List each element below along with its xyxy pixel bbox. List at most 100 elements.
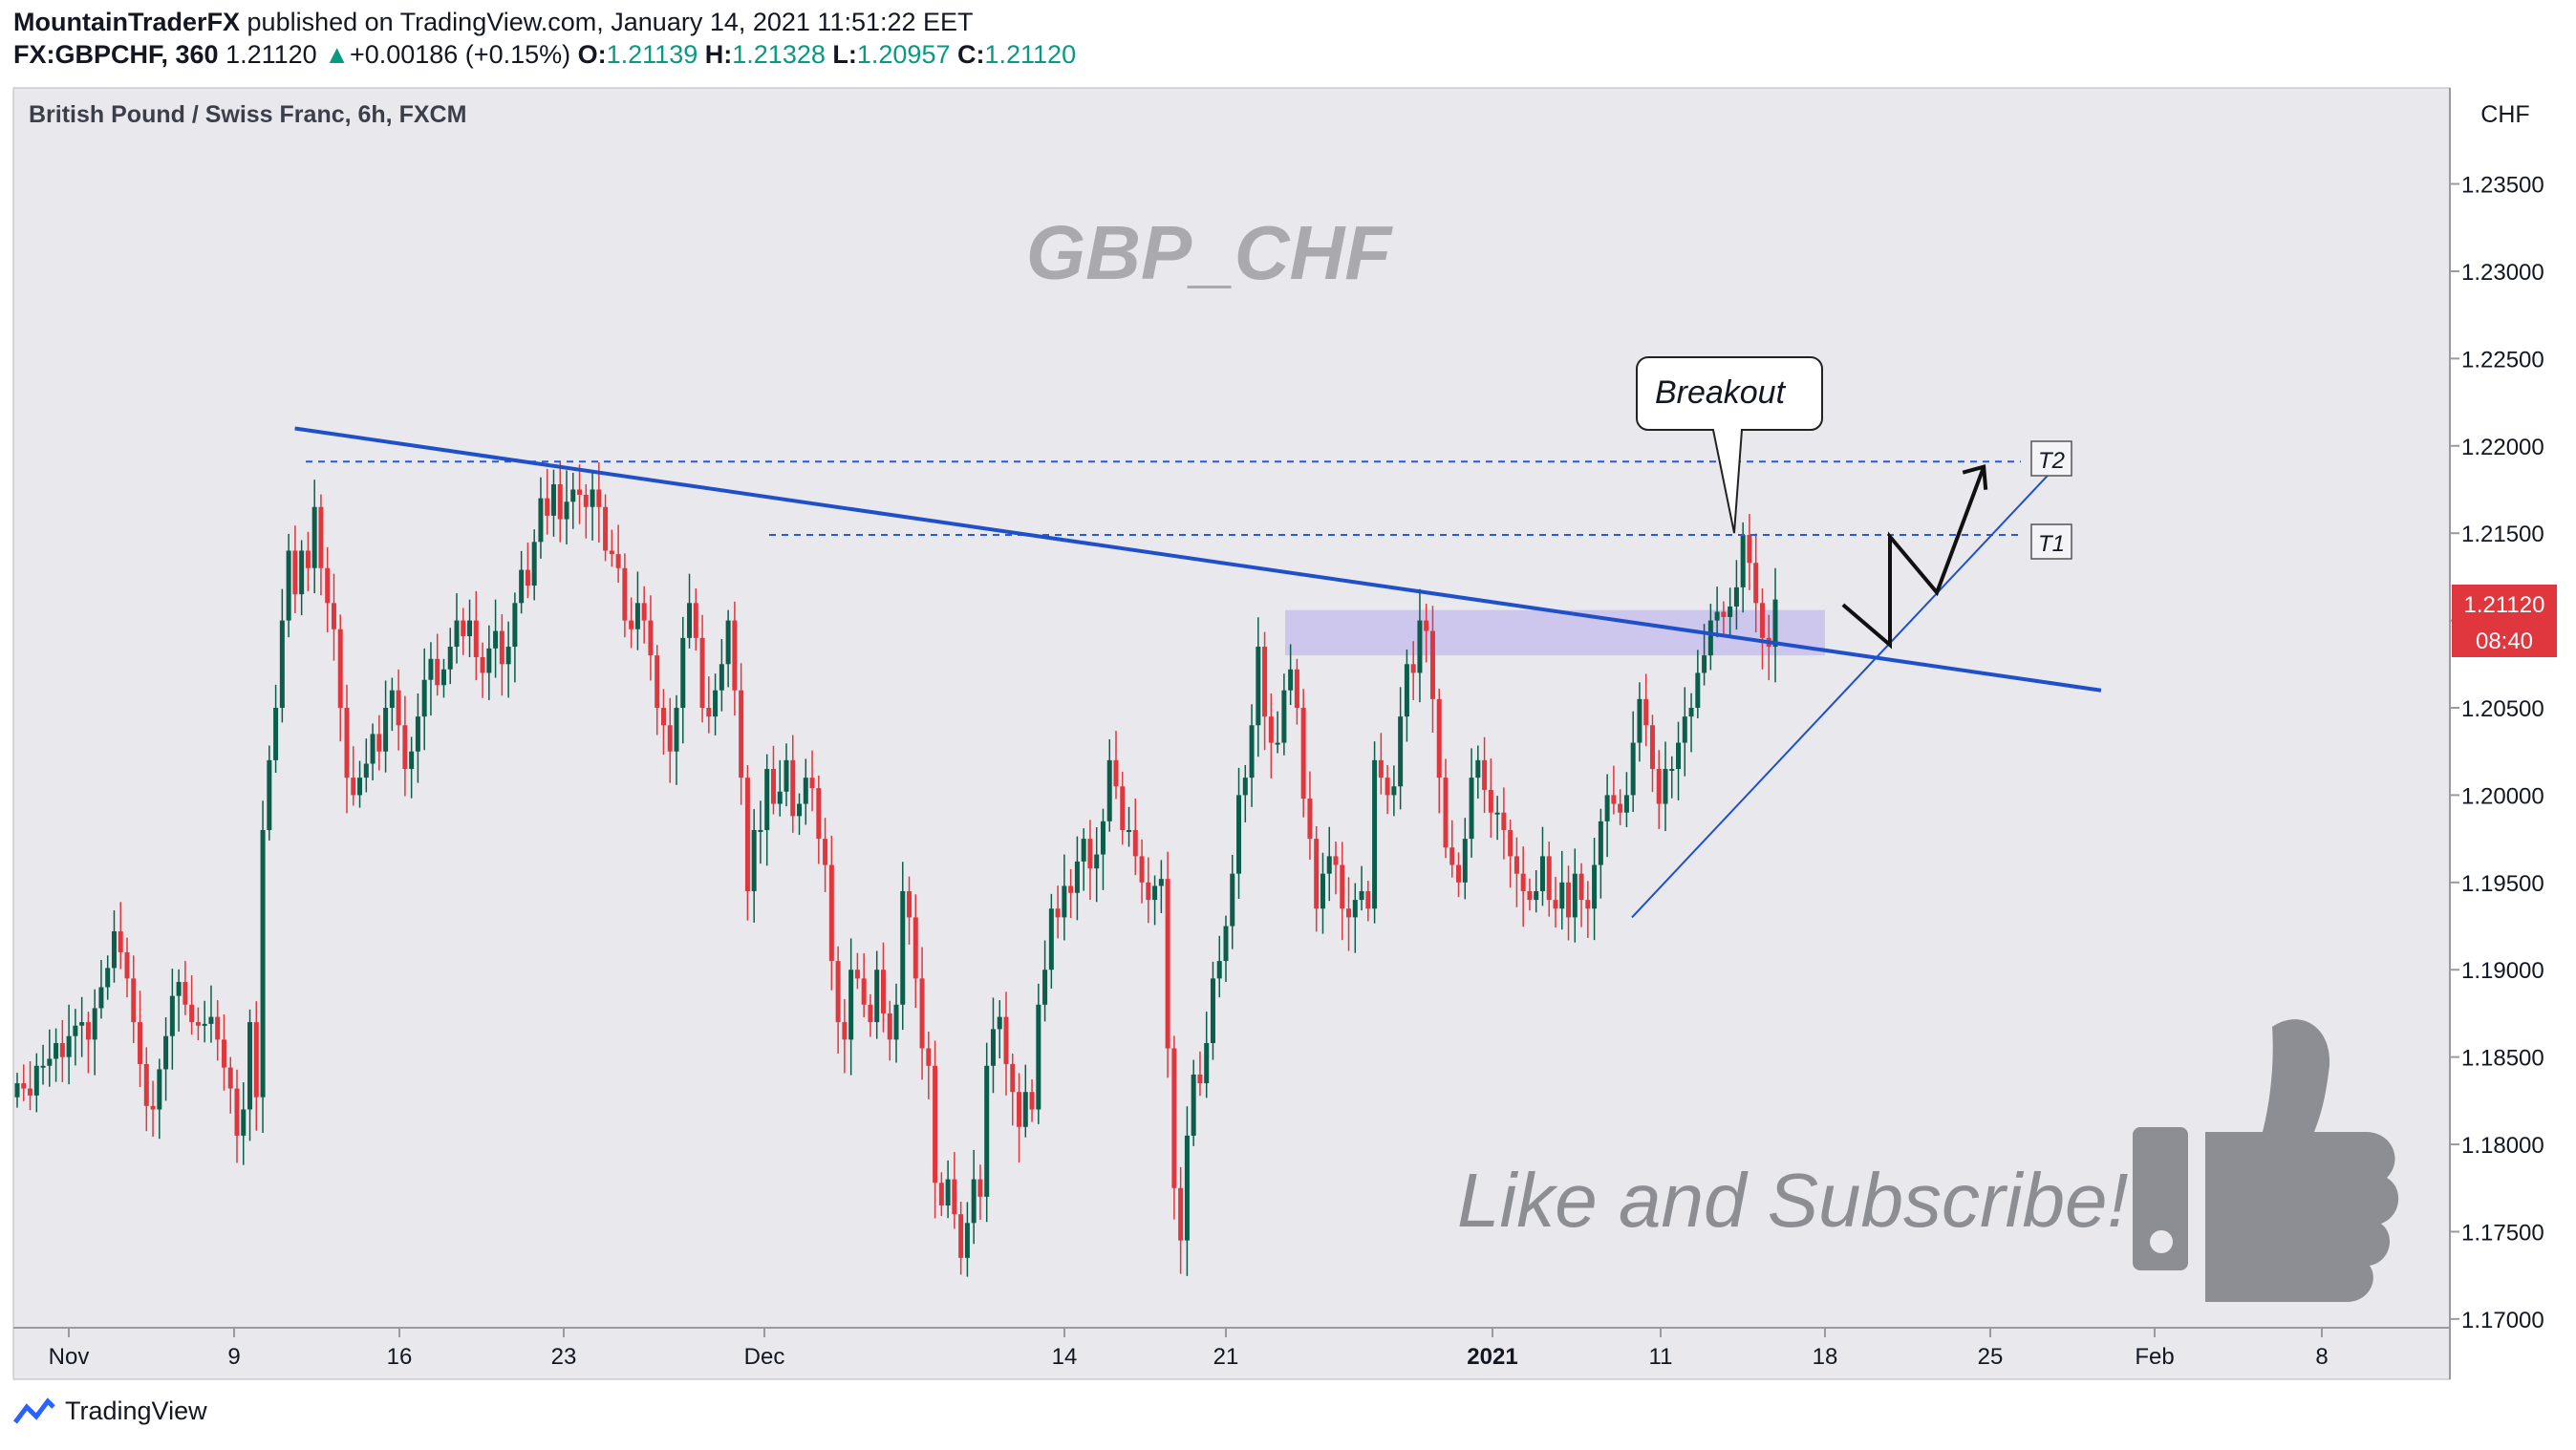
- candle-body: [1230, 873, 1235, 927]
- candle-body: [1391, 786, 1397, 796]
- candle-body: [299, 550, 305, 595]
- published-text: published on TradingView.com, January 14…: [247, 8, 974, 36]
- candle-body: [1740, 535, 1746, 587]
- open-label: O:: [577, 40, 607, 69]
- candle-body: [1127, 829, 1132, 832]
- candle-body: [615, 554, 621, 568]
- candle-body: [809, 778, 815, 789]
- candle-body: [1592, 864, 1598, 909]
- candle-body: [1663, 768, 1668, 804]
- candle-body: [1772, 599, 1778, 648]
- candle-body: [699, 637, 705, 708]
- candle-body: [919, 978, 925, 1049]
- candle-body: [1152, 885, 1158, 901]
- candle-body: [725, 620, 731, 665]
- high-value: 1.21328: [732, 40, 826, 69]
- x-tick-label: 16: [387, 1344, 413, 1370]
- candle-body: [739, 690, 744, 778]
- candle-body: [1029, 1092, 1035, 1110]
- x-tick-label: 21: [1213, 1344, 1239, 1370]
- candle-body: [376, 734, 382, 752]
- last-price-tag-value: 1.21120: [2464, 592, 2545, 618]
- support-zone[interactable]: [1285, 609, 1825, 656]
- t2-label-box[interactable]: [2030, 440, 2072, 477]
- last-price-tag: [2452, 585, 2557, 657]
- candle-body: [1714, 611, 1720, 621]
- candle-body: [202, 1023, 207, 1026]
- candle-body: [1733, 586, 1739, 607]
- candle-body: [28, 1088, 33, 1096]
- candle-body: [687, 603, 693, 638]
- candle-body: [713, 690, 719, 717]
- candle-body: [1398, 716, 1404, 787]
- candle-body: [337, 629, 343, 708]
- candle-body: [1120, 786, 1126, 830]
- candle-body: [1410, 664, 1416, 673]
- candle-body: [1262, 647, 1268, 717]
- candle-body: [1242, 778, 1248, 796]
- last-price: 1.21120: [225, 40, 317, 69]
- candle-body: [880, 970, 886, 1013]
- candle-body: [14, 1083, 20, 1098]
- change-up-icon: ▲: [324, 40, 350, 69]
- candle-body: [641, 603, 647, 621]
- candle-body: [732, 620, 738, 691]
- x-tick-label: 2021: [1467, 1344, 1517, 1370]
- candle-body: [1359, 890, 1364, 901]
- candle-body: [1288, 669, 1294, 691]
- candle-body: [680, 637, 686, 708]
- candle-body: [351, 778, 356, 796]
- thumbs-up-icon: [2133, 1019, 2399, 1302]
- candle-body: [118, 931, 123, 952]
- bar-countdown: 08:40: [2476, 629, 2533, 654]
- candle-body: [33, 1065, 39, 1096]
- candle-body: [1456, 864, 1462, 883]
- candle-body: [622, 567, 628, 621]
- candle-body: [1158, 879, 1164, 886]
- candle-body: [311, 506, 317, 568]
- low-label: L:: [832, 40, 857, 69]
- candle-body: [1294, 669, 1299, 708]
- candle-body: [73, 1025, 78, 1036]
- candle-body: [435, 658, 440, 686]
- candle-body: [1513, 856, 1519, 874]
- tradingview-footer[interactable]: TradingView: [13, 1397, 207, 1426]
- breakout-callout-box[interactable]: [1636, 356, 1823, 534]
- candle-body: [803, 778, 808, 804]
- candle-body: [1333, 856, 1339, 865]
- candle-body: [596, 489, 602, 507]
- candle-body: [1055, 908, 1061, 918]
- candle-body: [1759, 603, 1765, 638]
- author-name[interactable]: MountainTraderFX: [13, 8, 241, 36]
- candle-body: [486, 648, 492, 673]
- candle-body: [396, 690, 401, 726]
- cta-text: Like and Subscribe!: [1457, 1158, 2129, 1243]
- candle-body: [1074, 861, 1080, 893]
- candle-body: [926, 1048, 932, 1066]
- candle-body: [564, 501, 569, 520]
- candle-body: [415, 716, 420, 752]
- candle-body: [1017, 1092, 1022, 1127]
- candle-body: [634, 603, 640, 629]
- candle-body: [1068, 885, 1074, 893]
- t1-label-box[interactable]: [2030, 523, 2072, 560]
- x-tick-label: 8: [2315, 1344, 2328, 1370]
- candle-body: [512, 603, 518, 648]
- candle-body: [195, 1022, 201, 1026]
- candle-body: [1721, 611, 1727, 617]
- candle-body: [1184, 1135, 1190, 1241]
- candle-body: [1094, 854, 1100, 869]
- candle-body: [363, 763, 369, 778]
- candle-body: [1630, 742, 1636, 796]
- candle-body: [1429, 630, 1435, 699]
- candle-body: [1081, 839, 1086, 862]
- candle-body: [861, 978, 867, 1005]
- candle-body: [1300, 708, 1306, 800]
- trendline: [294, 426, 2102, 693]
- candle-body: [1003, 1016, 1009, 1064]
- candle-body: [493, 630, 499, 649]
- candle-body: [1559, 882, 1565, 909]
- candle-body: [570, 489, 576, 502]
- candle-body: [912, 917, 918, 979]
